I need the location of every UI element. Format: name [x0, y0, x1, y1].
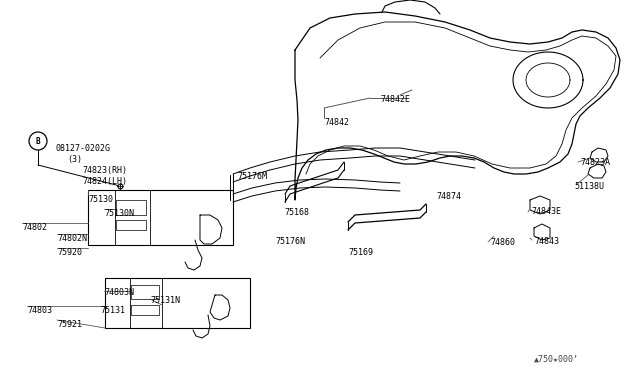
- Text: 74843: 74843: [534, 237, 559, 246]
- Text: 75130: 75130: [88, 195, 113, 204]
- Text: 74860: 74860: [490, 238, 515, 247]
- Text: 75169: 75169: [348, 248, 373, 257]
- Text: 74803: 74803: [27, 306, 52, 315]
- Text: 75168: 75168: [284, 208, 309, 217]
- Bar: [116, 220, 146, 230]
- Text: 75130N: 75130N: [104, 209, 134, 218]
- Text: 75921: 75921: [57, 320, 82, 329]
- Text: 74803N: 74803N: [104, 288, 134, 297]
- Bar: [105, 278, 250, 328]
- Text: 75176M: 75176M: [237, 172, 267, 181]
- Text: 74802: 74802: [22, 223, 47, 232]
- Bar: [116, 200, 146, 215]
- Text: 74874: 74874: [436, 192, 461, 201]
- Text: 51138U: 51138U: [574, 182, 604, 191]
- Text: 74842E: 74842E: [380, 95, 410, 104]
- Text: 74842: 74842: [324, 118, 349, 127]
- Bar: [88, 190, 233, 245]
- Text: 74843E: 74843E: [531, 207, 561, 216]
- Text: 08127-0202G: 08127-0202G: [55, 144, 110, 153]
- Text: B: B: [36, 137, 40, 145]
- Text: 74824(LH): 74824(LH): [82, 177, 127, 186]
- Text: ▲750★000’: ▲750★000’: [534, 355, 579, 364]
- Text: 75920: 75920: [57, 248, 82, 257]
- Text: 74823A: 74823A: [580, 158, 610, 167]
- Text: 74802N: 74802N: [57, 234, 87, 243]
- Text: 75176N: 75176N: [275, 237, 305, 246]
- Text: 75131: 75131: [100, 306, 125, 315]
- Text: (3): (3): [67, 155, 82, 164]
- Bar: [131, 305, 159, 315]
- Text: 75131N: 75131N: [150, 296, 180, 305]
- Bar: [131, 285, 159, 299]
- Text: 74823(RH): 74823(RH): [82, 166, 127, 175]
